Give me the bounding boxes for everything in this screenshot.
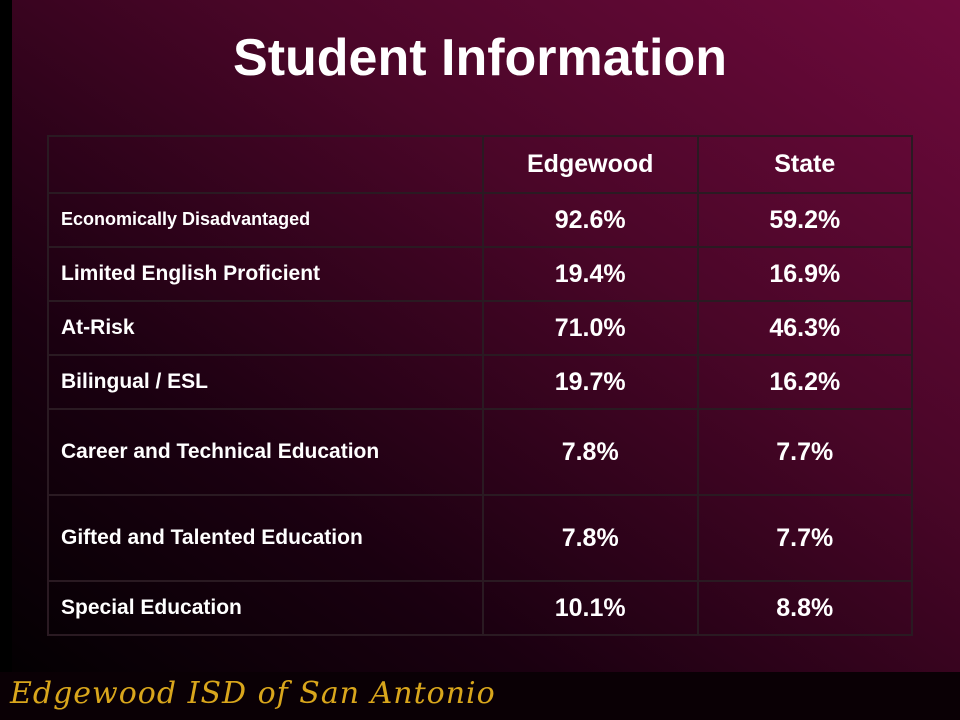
header-row: Edgewood State <box>47 135 914 194</box>
footer-text: Edgewood ISD of San Antonio <box>10 676 496 711</box>
value-cell: 7.8% <box>481 494 699 582</box>
value-cell: 7.8% <box>481 408 699 496</box>
table-row: Career and Technical Education 7.8% 7.7% <box>47 408 914 496</box>
row-label: Economically Disadvantaged <box>47 192 484 248</box>
table-row: Bilingual / ESL 19.7% 16.2% <box>47 354 914 410</box>
footer-band: Edgewood ISD of San Antonio <box>0 672 960 720</box>
value-cell: 92.6% <box>481 192 699 248</box>
value-cell: 7.7% <box>696 494 914 582</box>
row-label: Special Education <box>47 580 484 636</box>
slide-title: Student Information <box>233 29 727 87</box>
table-row: Economically Disadvantaged 92.6% 59.2% <box>47 192 914 248</box>
value-cell: 7.7% <box>696 408 914 496</box>
side-strip <box>0 0 12 720</box>
value-cell: 8.8% <box>696 580 914 636</box>
table-row: At-Risk 71.0% 46.3% <box>47 300 914 356</box>
table-row: Special Education 10.1% 8.8% <box>47 580 914 636</box>
data-table: Edgewood State Economically Disadvantaged… <box>47 135 914 636</box>
value-cell: 46.3% <box>696 300 914 356</box>
value-cell: 10.1% <box>481 580 699 636</box>
value-cell: 19.7% <box>481 354 699 410</box>
table-row: Limited English Proficient 19.4% 16.9% <box>47 246 914 302</box>
row-label: Career and Technical Education <box>47 408 484 496</box>
row-label: Limited English Proficient <box>47 246 484 302</box>
corner-cell <box>47 135 484 194</box>
value-cell: 19.4% <box>481 246 699 302</box>
table-row: Gifted and Talented Education 7.8% 7.7% <box>47 494 914 582</box>
value-cell: 16.9% <box>696 246 914 302</box>
column-header: Edgewood <box>481 135 699 194</box>
row-label: At-Risk <box>47 300 484 356</box>
column-header: State <box>696 135 914 194</box>
value-cell: 59.2% <box>696 192 914 248</box>
value-cell: 71.0% <box>481 300 699 356</box>
row-label: Gifted and Talented Education <box>47 494 484 582</box>
value-cell: 16.2% <box>696 354 914 410</box>
row-label: Bilingual / ESL <box>47 354 484 410</box>
